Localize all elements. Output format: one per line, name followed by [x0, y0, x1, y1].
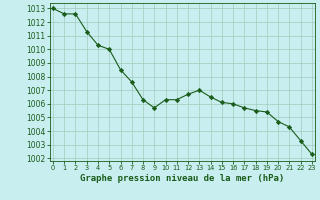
X-axis label: Graphe pression niveau de la mer (hPa): Graphe pression niveau de la mer (hPa): [80, 174, 284, 183]
